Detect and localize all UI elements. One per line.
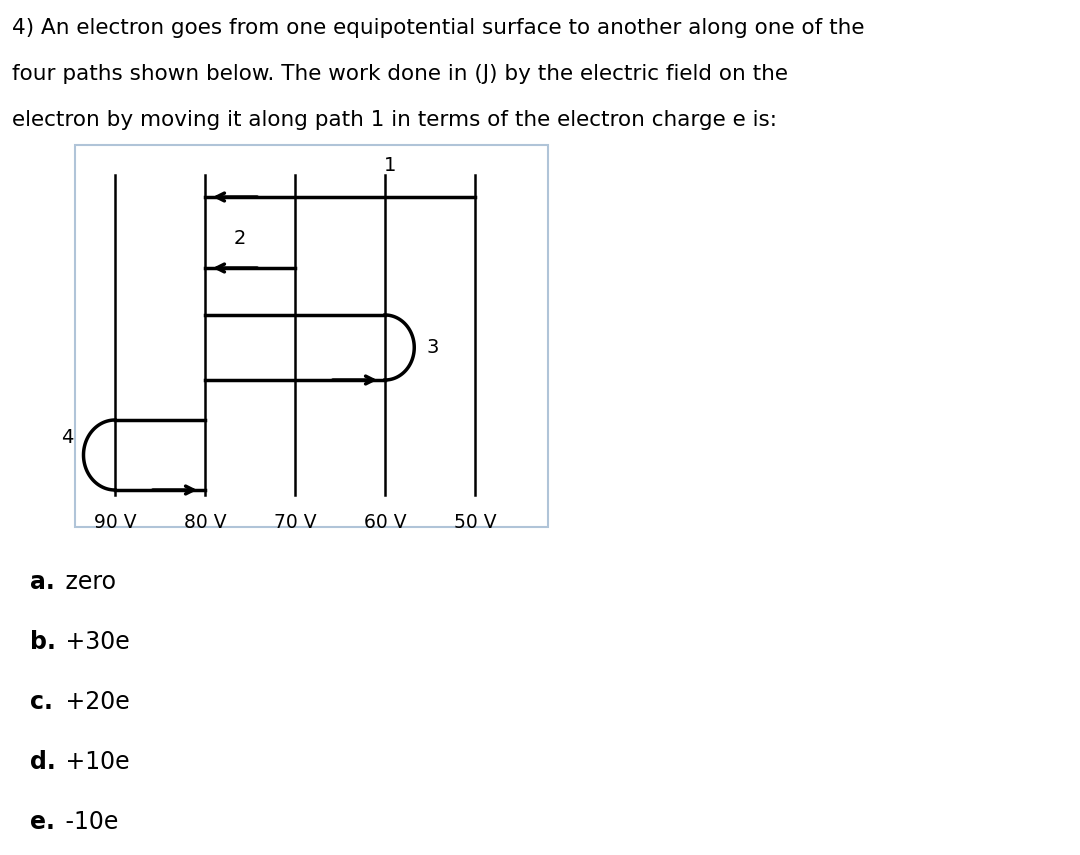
Text: 50 V: 50 V <box>454 513 497 532</box>
Text: 3: 3 <box>427 338 438 357</box>
Text: 4) An electron goes from one equipotential surface to another along one of the: 4) An electron goes from one equipotenti… <box>12 18 864 38</box>
Text: a.: a. <box>30 570 55 594</box>
Text: c.: c. <box>30 690 53 714</box>
Text: electron by moving it along path 1 in terms of the electron charge e is:: electron by moving it along path 1 in te… <box>12 110 777 130</box>
Bar <box>75 145 548 527</box>
Text: four paths shown below. The work done in (J) by the electric field on the: four paths shown below. The work done in… <box>12 64 788 84</box>
Text: +20e: +20e <box>58 690 130 714</box>
Text: zero: zero <box>58 570 116 594</box>
Text: 2: 2 <box>233 229 246 248</box>
Text: +10e: +10e <box>58 750 130 774</box>
Text: d.: d. <box>30 750 56 774</box>
Text: 70 V: 70 V <box>273 513 316 532</box>
Text: 80 V: 80 V <box>184 513 227 532</box>
Text: e.: e. <box>30 810 55 834</box>
Text: -10e: -10e <box>58 810 119 834</box>
Text: +30e: +30e <box>58 630 130 654</box>
Text: 1: 1 <box>383 156 396 175</box>
Text: 90 V: 90 V <box>94 513 136 532</box>
Text: 60 V: 60 V <box>364 513 406 532</box>
Text: 4: 4 <box>62 428 73 446</box>
Text: b.: b. <box>30 630 56 654</box>
